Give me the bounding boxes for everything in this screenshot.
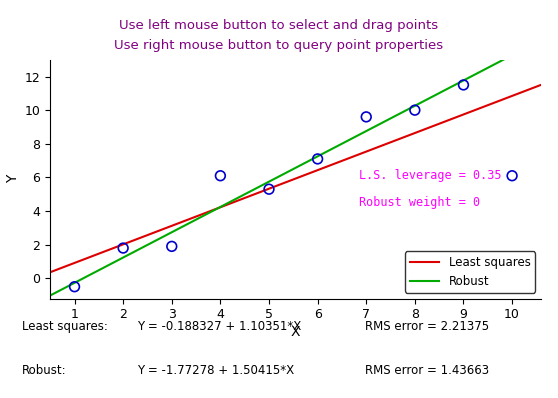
Line: Robust: Robust (41, 25, 558, 300)
Least squares (37, 273, 44, 278)
Text: Robust:: Robust: (22, 364, 67, 377)
Robust (353, 134, 359, 139)
Least squares (484, 103, 490, 108)
Text: Use right mouse button to query point properties: Use right mouse button to query point pr… (114, 39, 444, 52)
Point (216, 173, 225, 179)
Point (119, 245, 128, 251)
Robust (517, 48, 524, 53)
Point (313, 156, 322, 162)
Robust (484, 66, 490, 70)
Point (70, 283, 79, 290)
Text: Y = -1.77278 + 1.50415*X: Y = -1.77278 + 1.50415*X (137, 364, 294, 377)
Robust (39, 297, 46, 302)
Point (167, 243, 176, 250)
Least squares (39, 273, 46, 278)
Point (362, 114, 371, 120)
Text: Robust weight = 0: Robust weight = 0 (359, 196, 480, 209)
Least squares (517, 90, 524, 95)
Least squares (362, 150, 368, 154)
Text: Y = -0.188327 + 1.10351*X: Y = -0.188327 + 1.10351*X (137, 320, 301, 334)
Point (410, 107, 419, 113)
Text: L.S. leverage = 0.35: L.S. leverage = 0.35 (359, 170, 502, 182)
Point (459, 82, 468, 88)
Point (508, 173, 517, 179)
Text: RMS error = 1.43663: RMS error = 1.43663 (365, 364, 489, 377)
Legend: Least squares, Robust: Least squares, Robust (405, 251, 535, 293)
Least squares (353, 153, 359, 158)
Robust (351, 135, 358, 140)
Text: Use left mouse button to select and drag points: Use left mouse button to select and drag… (119, 19, 439, 32)
Robust (362, 129, 368, 134)
Point (264, 186, 273, 192)
Robust (37, 298, 44, 303)
Line: Least squares: Least squares (41, 74, 558, 276)
Text: Least squares:: Least squares: (22, 320, 108, 334)
X-axis label: X: X (291, 326, 301, 339)
Least squares (351, 154, 358, 158)
Y-axis label: Y: Y (7, 175, 21, 183)
Text: RMS error = 2.21375: RMS error = 2.21375 (365, 320, 489, 334)
